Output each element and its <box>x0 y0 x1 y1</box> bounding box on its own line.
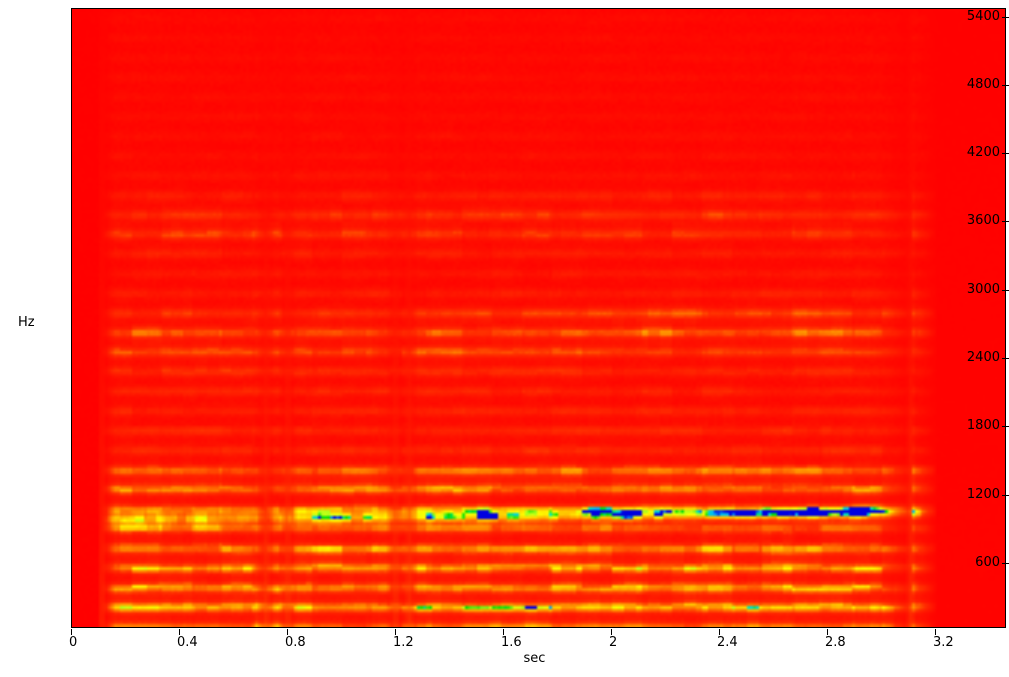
spectrogram-image <box>72 9 1005 627</box>
y-tick-1800: 1800 <box>938 418 1009 433</box>
y-axis-label: Hz <box>18 315 35 330</box>
x-axis-label-text: sec <box>523 651 546 666</box>
y-tick-label: 1200 <box>966 487 1000 502</box>
y-tick-5400: 5400 <box>938 9 1009 24</box>
y-tick-label: 3600 <box>966 213 1000 228</box>
y-tick-2400: 2400 <box>938 350 1009 365</box>
spectrogram-plot-area[interactable] <box>71 8 1006 628</box>
y-tick-3000: 3000 <box>938 282 1009 297</box>
x-tick-label: 2.4 <box>717 635 738 650</box>
y-tick-label: 2400 <box>966 350 1000 365</box>
x-tick-label: 0.4 <box>177 635 198 650</box>
y-tick-label: 600 <box>975 555 1000 570</box>
y-tick-label: 4800 <box>966 77 1000 92</box>
y-tick-1200: 1200 <box>938 487 1009 502</box>
y-tick-4800: 4800 <box>938 77 1009 92</box>
x-tick-label: 2.8 <box>825 635 846 650</box>
y-tick-label: 1800 <box>966 418 1000 433</box>
y-tick-label: 3000 <box>966 282 1000 297</box>
x-axis-label: sec <box>0 651 1009 666</box>
x-tick-label: 2 <box>609 635 618 650</box>
y-tick-3600: 3600 <box>938 213 1009 228</box>
x-tick-label: 1.2 <box>393 635 414 650</box>
y-tick-label: 5400 <box>966 9 1000 24</box>
y-tick-label: 4200 <box>966 145 1000 160</box>
y-tick-600: 600 <box>938 555 1009 570</box>
y-tick-4200: 4200 <box>938 145 1009 160</box>
x-tick-label: 3.2 <box>933 635 954 650</box>
x-tick-label: 0.8 <box>285 635 306 650</box>
x-tick-label: 0 <box>69 635 78 650</box>
x-tick-label: 1.6 <box>501 635 522 650</box>
